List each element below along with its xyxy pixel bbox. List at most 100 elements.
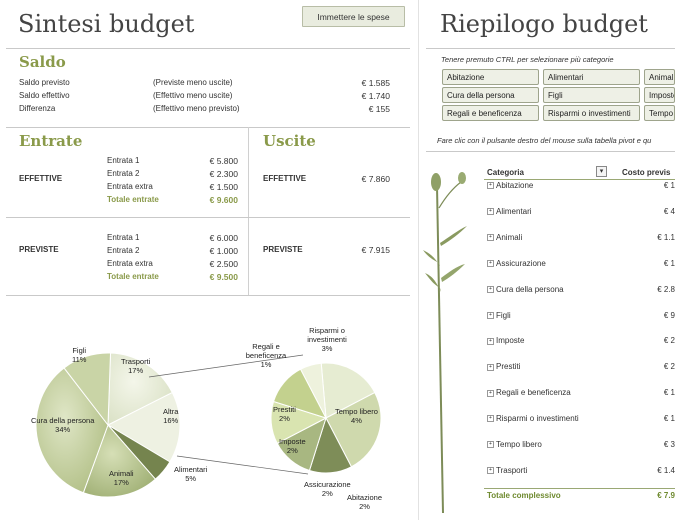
pivot-hint: Fare clic con il pulsante destro del mou… bbox=[437, 136, 652, 145]
secondary-pie bbox=[270, 362, 382, 474]
saldo-row-note: (Previste meno uscite) bbox=[153, 78, 233, 87]
pivot-row[interactable]: + Trasporti bbox=[487, 466, 527, 475]
pie-label: Figli 11% bbox=[72, 346, 87, 364]
slicer-item-cura-della-persona[interactable]: Cura della persona bbox=[442, 87, 539, 103]
entrata-label: Entrata 1 bbox=[107, 156, 140, 165]
pivot-row[interactable]: + Cura della persona bbox=[487, 285, 564, 294]
pivot-row-value: € 1.4 bbox=[657, 465, 675, 475]
slicer-item-regali-e-beneficenza[interactable]: Regali e beneficenza bbox=[442, 105, 539, 121]
pie-label: Imposte 2% bbox=[279, 437, 306, 455]
pivot-row-label: Prestiti bbox=[496, 362, 521, 372]
pie-label: Animali 17% bbox=[109, 469, 134, 487]
pie-label: Regali e beneficenza 1% bbox=[245, 342, 287, 369]
pie-slice-altra bbox=[106, 391, 181, 463]
expand-icon[interactable]: + bbox=[487, 467, 494, 475]
expand-icon[interactable]: + bbox=[487, 311, 494, 319]
totale-entrate-value: € 9.500 bbox=[209, 272, 238, 282]
plant-illustration bbox=[423, 172, 467, 514]
totale-entrate-label: Totale entrate bbox=[107, 195, 159, 204]
pivot-row-label: Tempo libero bbox=[496, 440, 542, 449]
slicer-item-imposte[interactable]: Imposte bbox=[644, 87, 675, 103]
pivot-row-label: Imposte bbox=[496, 336, 525, 346]
slicer-item-abitazione[interactable]: Abitazione bbox=[442, 69, 539, 85]
pie-label: Assicurazione 2% bbox=[304, 480, 351, 498]
pivot-row-value: € 2.8 bbox=[657, 284, 675, 294]
pivot-row[interactable]: + Figli bbox=[487, 311, 511, 320]
expand-icon[interactable]: + bbox=[487, 389, 494, 397]
pie-slice-risparmi-o-investimenti bbox=[320, 362, 376, 419]
pivot-row-label: Abitazione bbox=[496, 181, 534, 190]
pivot-row-label: Animali bbox=[496, 232, 523, 242]
saldo-row-value: € 1.585 bbox=[361, 78, 390, 88]
pivot-row[interactable]: + Assicurazione bbox=[487, 259, 546, 268]
expand-icon[interactable]: + bbox=[487, 363, 494, 371]
slicer-item-figli[interactable]: Figli bbox=[543, 87, 640, 103]
uscite-previste-value: € 7.915 bbox=[361, 245, 390, 255]
saldo-row-label: Saldo previsto bbox=[19, 78, 70, 87]
pivot-row-label: Alimentari bbox=[496, 206, 532, 216]
slicer-item-risparmi-o-investimenti[interactable]: Risparmi o investimenti bbox=[543, 105, 640, 121]
saldo-row-note: (Effettivo meno uscite) bbox=[153, 91, 233, 100]
entrata-value: € 2.300 bbox=[209, 169, 238, 179]
expand-icon[interactable]: + bbox=[487, 415, 494, 423]
pie-slice-cura-della-persona bbox=[35, 367, 109, 494]
slicer-item-animali[interactable]: Animali bbox=[644, 69, 675, 85]
filter-dropdown-icon[interactable]: ▾ bbox=[596, 166, 607, 177]
uscite-effettive-value: € 7.860 bbox=[361, 174, 390, 184]
entrata-label: Entrata extra bbox=[107, 259, 153, 268]
slicer-item-alimentari[interactable]: Alimentari bbox=[543, 69, 640, 85]
connector-line bbox=[176, 455, 309, 475]
pivot-row-label: Cura della persona bbox=[496, 284, 564, 294]
pivot-row-value: € 1.1 bbox=[657, 232, 675, 242]
entrata-label: Entrata 2 bbox=[107, 246, 140, 255]
pie-slice-regali-e-beneficenza bbox=[299, 362, 327, 419]
pie-slice-animali bbox=[82, 424, 157, 498]
pie-label: Prestiti 2% bbox=[273, 405, 296, 423]
pivot-row-label: Assicurazione bbox=[496, 258, 546, 268]
summary-title: Riepilogo budget bbox=[440, 10, 648, 38]
pivot-row[interactable]: + Tempo libero bbox=[487, 440, 542, 449]
expand-icon[interactable]: + bbox=[487, 337, 494, 345]
divider bbox=[426, 48, 675, 49]
pivot-row[interactable]: + Regali e beneficenza bbox=[487, 388, 571, 397]
expand-icon[interactable]: + bbox=[487, 260, 494, 268]
expand-icon[interactable]: + bbox=[487, 234, 494, 242]
slicer-hint: Tenere premuto CTRL per selezionare più … bbox=[441, 55, 614, 64]
expand-icon[interactable]: + bbox=[487, 208, 494, 216]
uscite-heading: Uscite bbox=[263, 132, 316, 150]
pie-label: Tempo libero 4% bbox=[335, 407, 378, 425]
entrata-value: € 6.000 bbox=[209, 233, 238, 243]
entrata-label: Entrata 1 bbox=[107, 233, 140, 242]
expand-icon[interactable]: + bbox=[487, 285, 494, 293]
pivot-row[interactable]: + Abitazione bbox=[487, 181, 533, 190]
expand-icon[interactable]: + bbox=[487, 441, 494, 449]
slicer-item-tempo-libero[interactable]: Tempo libero bbox=[644, 105, 675, 121]
entrata-value: € 2.500 bbox=[209, 259, 238, 269]
expand-icon[interactable]: + bbox=[487, 182, 494, 190]
pie-slice-figli bbox=[63, 352, 112, 427]
uscite-effettive-label: EFFETTIVE bbox=[263, 174, 307, 183]
pivot-row-label: Figli bbox=[496, 310, 511, 320]
entrate-previste-label: PREVISTE bbox=[19, 245, 59, 254]
totale-entrate-label: Totale entrate bbox=[107, 272, 159, 281]
uscite-previste-label: PREVISTE bbox=[263, 245, 303, 254]
enter-expenses-button[interactable]: Immettere le spese bbox=[302, 6, 405, 27]
pivot-row[interactable]: + Alimentari bbox=[487, 207, 532, 216]
main-pie bbox=[35, 352, 181, 498]
pivot-row-label: Risparmi o investimenti bbox=[496, 414, 579, 424]
pivot-row-value: € 9 bbox=[663, 310, 675, 320]
divider bbox=[6, 295, 410, 296]
divider-vertical bbox=[248, 127, 249, 295]
pie-slice-trasporti bbox=[107, 352, 173, 426]
pivot-row[interactable]: + Animali bbox=[487, 233, 522, 242]
pivot-row-label: Trasporti bbox=[496, 465, 528, 475]
pivot-row[interactable]: + Risparmi o investimenti bbox=[487, 414, 579, 423]
saldo-row-value: € 1.740 bbox=[361, 91, 390, 101]
entrata-value: € 1.000 bbox=[209, 246, 238, 256]
pivot-row[interactable]: + Imposte bbox=[487, 336, 524, 345]
entrate-effettive-label: EFFETTIVE bbox=[19, 174, 63, 183]
divider bbox=[6, 217, 410, 218]
divider bbox=[6, 48, 410, 49]
pivot-row[interactable]: + Prestiti bbox=[487, 362, 520, 371]
totale-entrate-value: € 9.600 bbox=[209, 195, 238, 205]
